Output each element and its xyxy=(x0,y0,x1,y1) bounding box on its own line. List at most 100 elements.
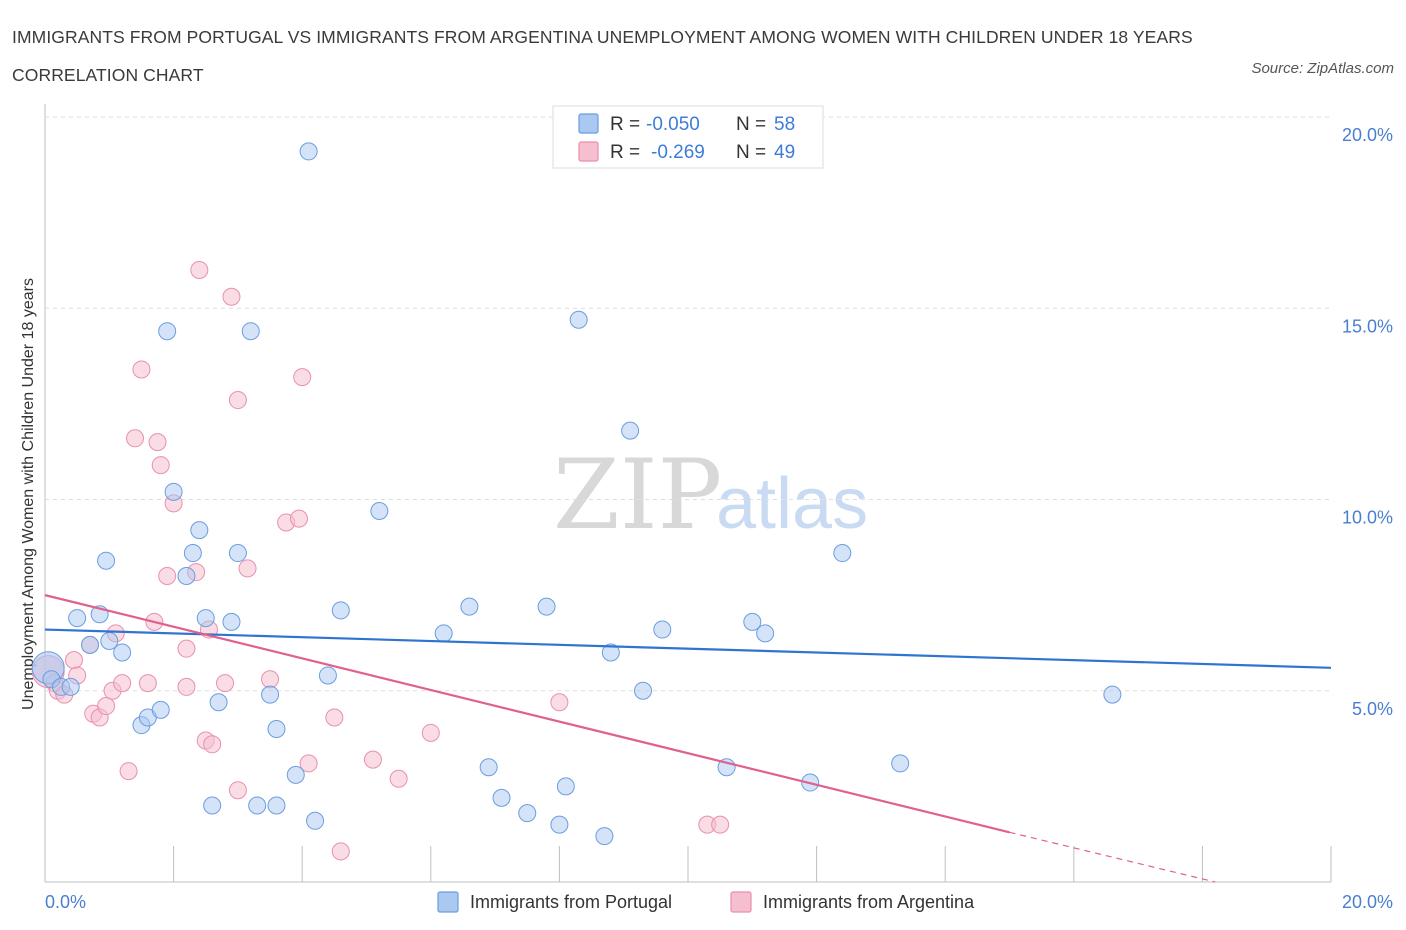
legend-n-label-portugal: N = xyxy=(736,114,766,135)
portugal-point xyxy=(97,551,116,570)
portugal-point xyxy=(492,788,511,807)
portugal-point xyxy=(556,777,575,796)
argentina-point xyxy=(228,781,247,800)
portugal-point xyxy=(633,681,652,700)
portugal-trend-line xyxy=(44,628,1332,669)
argentina-point xyxy=(325,708,344,727)
argentina-point xyxy=(64,651,83,670)
y-axis-label: Unemployment Among Women with Children U… xyxy=(20,278,37,710)
argentina-point xyxy=(711,815,730,834)
argentina-point xyxy=(222,287,241,306)
bottom-legend-label-portugal: Immigrants from Portugal xyxy=(470,892,672,912)
argentina-point xyxy=(299,754,318,773)
portugal-point xyxy=(68,609,87,628)
correlation-legend: R = -0.050 N = 58 R = -0.269 N = 49 xyxy=(552,105,824,169)
portugal-point xyxy=(306,811,325,830)
series-legend: Immigrants from Portugal Immigrants from… xyxy=(437,891,975,913)
argentina-point xyxy=(158,567,177,585)
portugal-point xyxy=(81,635,100,654)
argentina-point xyxy=(550,693,569,712)
portugal-point xyxy=(460,597,479,616)
portugal-point xyxy=(299,142,318,161)
argentina-point xyxy=(190,261,209,279)
y-tick-label-15: 15.0% xyxy=(1342,316,1393,336)
portugal-point xyxy=(601,643,620,662)
argentina-point xyxy=(126,429,145,448)
argentina-trend-line xyxy=(44,594,1010,834)
argentina-point xyxy=(261,670,280,689)
x-tick-marks xyxy=(44,846,1332,882)
portugal-point xyxy=(286,765,305,784)
portugal-point xyxy=(222,612,241,631)
portugal-point xyxy=(621,421,640,440)
portugal-point xyxy=(370,501,389,520)
legend-r-label-portugal: R = xyxy=(610,114,640,135)
portugal-point xyxy=(209,693,228,712)
portugal-point xyxy=(164,482,183,501)
portugal-point xyxy=(518,804,537,823)
argentina-point xyxy=(148,433,167,452)
portugal-point xyxy=(833,544,852,563)
portugal-point xyxy=(756,624,775,643)
argentina-point xyxy=(289,509,308,528)
portugal-point xyxy=(434,624,453,643)
y-tick-label-10: 10.0% xyxy=(1342,508,1393,528)
portugal-point xyxy=(61,677,80,696)
argentina-point xyxy=(177,639,196,658)
portugal-point xyxy=(267,796,286,815)
argentina-point xyxy=(228,391,247,410)
legend-r-value-portugal: -0.050 xyxy=(646,114,700,135)
argentina-point xyxy=(389,769,408,788)
portugal-point xyxy=(196,609,215,628)
portugal-point xyxy=(241,322,260,341)
x-tick-label-max: 20.0% xyxy=(1342,892,1393,912)
portugal-point xyxy=(569,310,588,329)
portugal-point xyxy=(891,754,910,773)
legend-r-value-argentina: -0.269 xyxy=(651,142,705,163)
portugal-point xyxy=(743,612,762,631)
argentina-point xyxy=(216,674,235,693)
portugal-point xyxy=(183,544,202,563)
portugal-point xyxy=(113,643,132,662)
bottom-legend-label-argentina: Immigrants from Argentina xyxy=(763,892,975,912)
trend-lines xyxy=(44,594,1332,883)
watermark-atlas: atlas xyxy=(716,464,868,544)
bottom-legend-swatch-portugal xyxy=(437,891,459,913)
portugal-point xyxy=(331,601,350,620)
argentina-point xyxy=(151,456,170,475)
portugal-point xyxy=(248,796,267,815)
portugal-point xyxy=(151,700,170,719)
portugal-point xyxy=(261,685,280,704)
legend-r-label-argentina: R = xyxy=(610,142,640,163)
argentina-point xyxy=(132,360,151,379)
source-label: Source: ZipAtlas.com xyxy=(1251,60,1394,77)
argentina-point xyxy=(119,762,138,781)
argentina-points xyxy=(31,261,730,861)
argentina-point xyxy=(238,559,257,578)
portugal-point xyxy=(203,796,222,815)
argentina-point xyxy=(331,842,350,861)
portugal-point xyxy=(479,758,498,777)
portugal-point xyxy=(537,597,556,616)
portugal-point xyxy=(177,567,196,585)
argentina-point xyxy=(97,697,116,716)
argentina-point xyxy=(177,677,196,696)
portugal-point xyxy=(190,521,209,540)
y-tick-label-20: 20.0% xyxy=(1342,125,1393,145)
legend-n-label-argentina: N = xyxy=(736,142,766,163)
argentina-point xyxy=(421,723,440,742)
watermark-zip: ZIP xyxy=(553,439,722,551)
argentina-point xyxy=(113,674,132,693)
portugal-point xyxy=(267,720,286,738)
portugal-point xyxy=(653,620,672,639)
legend-n-value-argentina: 49 xyxy=(774,142,795,163)
legend-n-value-portugal: 58 xyxy=(774,114,795,135)
y-tick-labels: 5.0% 10.0% 15.0% 20.0% xyxy=(1342,125,1393,719)
portugal-points xyxy=(31,142,1122,846)
argentina-point xyxy=(138,674,157,693)
legend-swatch-argentina xyxy=(578,141,599,162)
portugal-point xyxy=(595,827,614,846)
portugal-point xyxy=(158,322,177,341)
portugal-point xyxy=(318,666,337,685)
